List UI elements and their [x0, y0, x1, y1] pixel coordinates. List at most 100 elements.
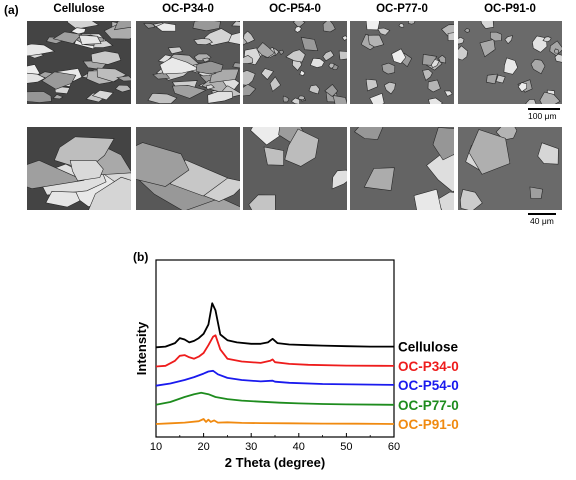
x-tick-label: 40 — [293, 441, 305, 453]
column-title-oc-p34-0: OC-P34-0 — [162, 3, 214, 15]
series-label-cellulose: Cellulose — [398, 340, 459, 355]
sem-particle — [52, 94, 64, 100]
sem-particle — [495, 74, 506, 84]
series-line-oc-p91-0 — [155, 418, 395, 425]
sem-particle — [381, 62, 396, 75]
sem-particle — [278, 49, 285, 56]
sem-particle — [113, 21, 131, 31]
sem-particle — [438, 54, 446, 64]
sem-particle — [331, 169, 347, 190]
scale-bar-top — [528, 108, 560, 110]
x-tick-label: 20 — [197, 441, 209, 453]
sem-particle — [292, 21, 306, 29]
sem-particle — [525, 99, 537, 104]
sem-particle — [114, 84, 131, 93]
x-tick-label: 30 — [245, 441, 257, 453]
sem-particle — [408, 21, 416, 25]
scale-bar-bottom-label: 40 μm — [530, 216, 554, 226]
sem-particle — [324, 83, 339, 98]
sem-particle — [294, 26, 302, 33]
sem-particle — [398, 22, 405, 28]
sem-particle — [171, 84, 207, 99]
sem-particle — [338, 50, 347, 61]
sem-particle — [27, 72, 46, 84]
sem-image-oc-p91-0-low-mag — [458, 21, 562, 104]
sem-particle — [202, 57, 211, 63]
sem-image-cellulose-low-mag — [27, 21, 131, 104]
sem-particle — [167, 46, 183, 55]
sem-particle — [391, 48, 407, 64]
sem-image-oc-p91-0-high-mag — [458, 127, 562, 210]
sem-particle — [365, 78, 379, 92]
sem-particle — [27, 91, 52, 103]
sem-particle — [427, 79, 441, 93]
sem-particle — [537, 142, 559, 165]
sem-particle — [91, 89, 114, 101]
column-title-oc-p77-0: OC-P77-0 — [376, 3, 428, 15]
sem-particle — [328, 62, 335, 69]
sem-particle — [354, 127, 384, 140]
sem-particle — [136, 142, 190, 187]
sem-particle — [232, 62, 240, 69]
sem-particle — [256, 42, 276, 58]
sem-particle — [195, 60, 224, 75]
sem-particle — [147, 92, 178, 104]
sem-particle — [554, 53, 562, 63]
sem-particle — [248, 194, 276, 210]
column-title-cellulose: Cellulose — [53, 3, 105, 15]
sem-particle — [432, 127, 454, 161]
sem-particle — [422, 53, 438, 66]
sem-particle — [54, 136, 115, 171]
sem-particle — [192, 21, 221, 32]
sem-particle — [529, 186, 544, 199]
sem-particle — [205, 84, 215, 90]
sem-image-oc-p34-0-high-mag — [136, 127, 240, 210]
sem-particle — [231, 21, 240, 27]
sem-particle — [464, 27, 470, 33]
sem-particle — [530, 58, 546, 75]
sem-particle — [322, 50, 335, 62]
panel-a-label: (a) — [4, 3, 19, 17]
sem-particle — [243, 30, 255, 44]
y-axis-title: Intensity — [134, 321, 149, 375]
sem-particle — [27, 43, 56, 57]
sem-particle — [458, 36, 465, 45]
sem-particle — [369, 92, 385, 104]
sem-particle — [553, 48, 559, 54]
sem-particle — [539, 91, 561, 104]
sem-image-oc-p77-0-low-mag — [350, 21, 454, 104]
sem-particle — [504, 35, 513, 45]
sem-particle — [45, 190, 81, 208]
sem-particle — [155, 22, 176, 32]
column-title-oc-p54-0: OC-P54-0 — [269, 3, 321, 15]
sem-particle — [422, 69, 433, 81]
series-line-oc-p54-0 — [155, 369, 395, 387]
sem-particle — [90, 50, 122, 65]
sem-particle — [263, 146, 284, 166]
sem-particle — [300, 36, 319, 52]
sem-particle — [549, 40, 562, 57]
sem-particle — [284, 128, 319, 167]
sem-particle — [308, 84, 320, 95]
x-tick-label: 10 — [150, 441, 162, 453]
series-label-oc-p91-0: OC-P91-0 — [398, 417, 459, 432]
sem-particle — [116, 75, 131, 82]
sem-particle — [243, 55, 253, 64]
sem-image-cellulose-high-mag — [27, 127, 131, 210]
sem-particle — [282, 95, 290, 103]
sem-particle — [459, 189, 483, 210]
sem-particle — [332, 95, 347, 104]
sem-particle — [447, 32, 454, 41]
sem-particle — [490, 31, 503, 42]
sem-particle — [367, 34, 385, 48]
sem-particle — [290, 97, 300, 104]
series-label-oc-p77-0: OC-P77-0 — [398, 398, 459, 413]
sem-particle — [207, 90, 234, 104]
series-label-oc-p34-0: OC-P34-0 — [398, 359, 459, 374]
sem-image-oc-p34-0-low-mag — [136, 21, 240, 104]
sem-particle — [365, 21, 380, 31]
sem-particle — [52, 31, 83, 44]
sem-particle — [486, 73, 498, 85]
sem-particle — [269, 76, 282, 92]
